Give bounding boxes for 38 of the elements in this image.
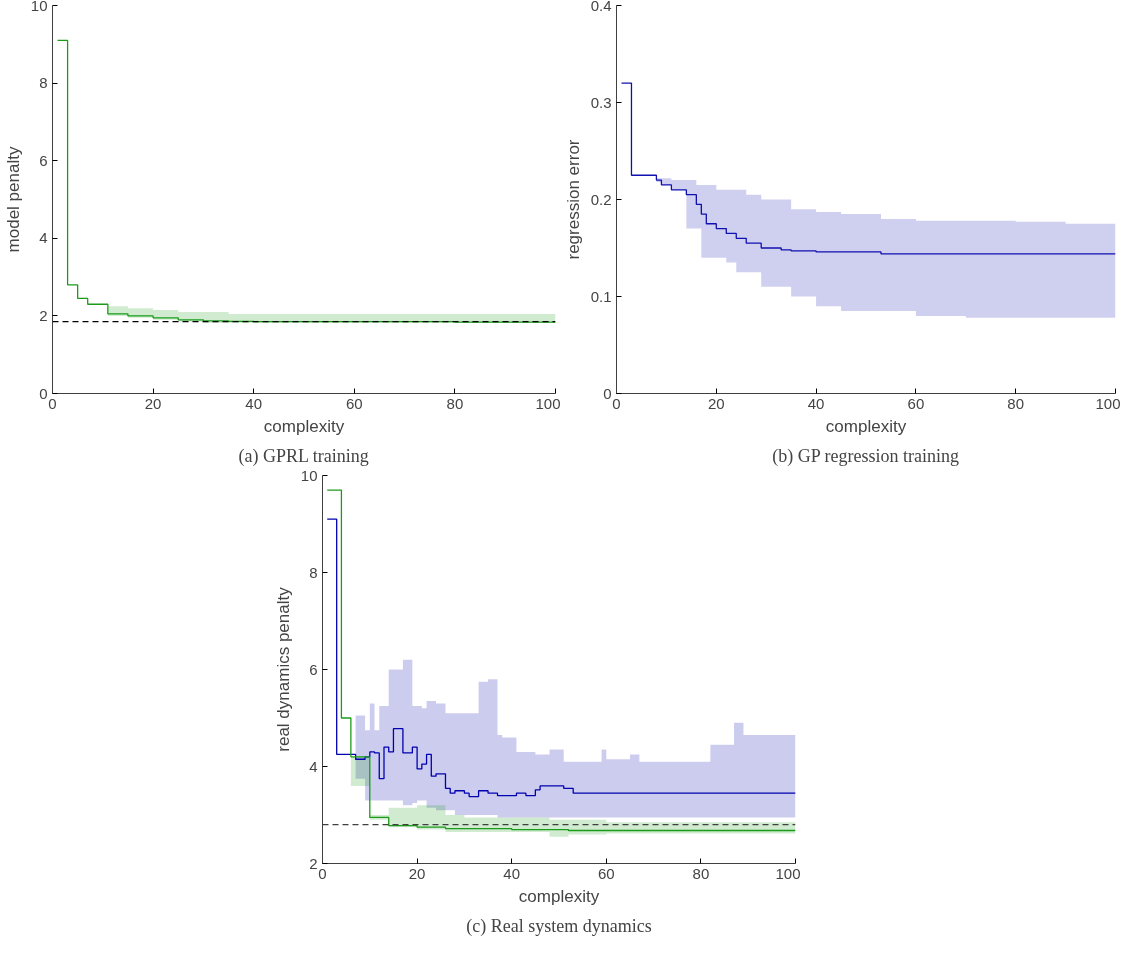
y-axis-title: regression error [563,139,583,260]
x-axis-title: complexity [825,416,907,436]
y-tick-label: 8 [39,74,48,92]
x-tick-label: 40 [807,394,825,412]
y-tick-label: 6 [309,660,318,678]
y-tick-label: 2 [309,854,318,872]
x-tick-label: 20 [408,864,426,882]
y-tick-label: 10 [300,466,318,484]
text: (c) Real system dynamics [466,915,652,937]
text: (b) GP regression training [772,445,960,467]
y-tick-label: 0.1 [590,287,612,305]
x-axis-title: complexity [518,886,600,906]
x-tick-label: 40 [245,394,263,412]
text: (a) GPRL training [238,445,369,467]
y-tick-label: 0.4 [590,0,612,14]
y-tick-label: 10 [30,0,48,14]
x-tick-label: 80 [1007,394,1025,412]
y-tick-label: 2 [39,306,48,324]
y-axis-title: model penalty [3,146,23,253]
y-tick-label: 8 [309,563,318,581]
x-axis-title: complexity [263,416,345,436]
y-tick-label: 0.2 [590,190,612,208]
x-tick-label: 60 [907,394,925,412]
x-tick-label: 60 [597,864,615,882]
y-tick-label: 4 [39,229,48,247]
y-tick-label: 4 [309,757,318,775]
x-tick-label: 100 [535,394,561,412]
x-tick-label: 40 [503,864,521,882]
x-tick-label: 20 [707,394,725,412]
x-tick-label: 60 [345,394,363,412]
x-tick-label: 80 [692,864,710,882]
x-tick-label: 20 [144,394,162,412]
x-tick-label: 80 [446,394,464,412]
y-axis-title: real dynamics penalty [273,586,293,752]
x-tick-label: 100 [1095,394,1121,412]
x-tick-label: 100 [775,864,801,882]
y-tick-label: 6 [39,151,48,169]
y-tick-label: 0.3 [590,93,612,111]
